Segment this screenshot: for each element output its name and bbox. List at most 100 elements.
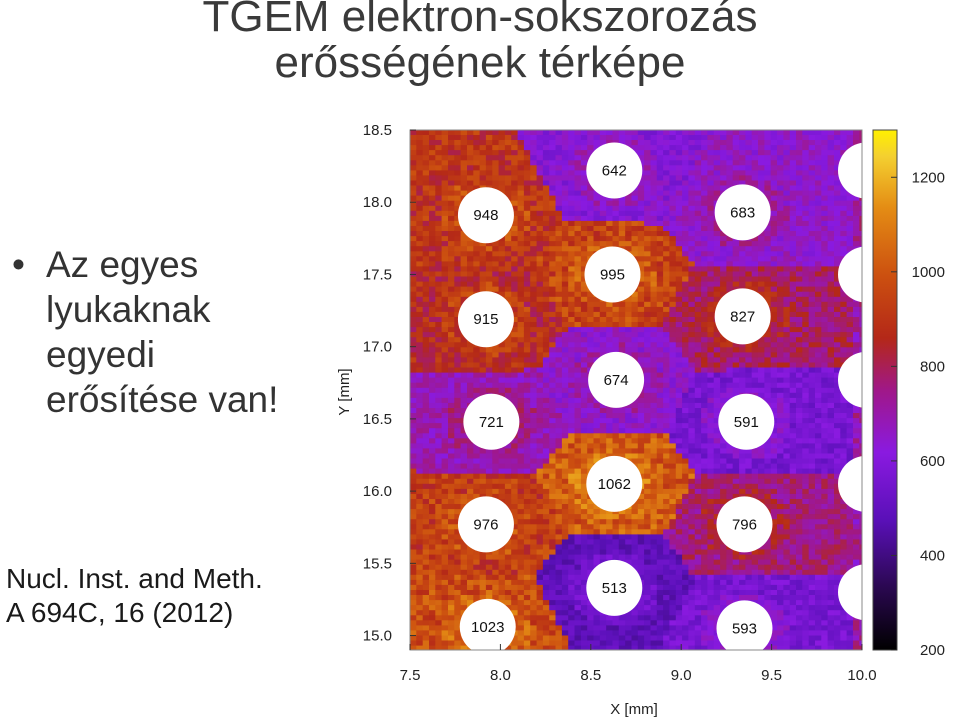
heatmap-cell (688, 240, 696, 247)
heatmap-cell (682, 498, 689, 504)
heatmap-cell (441, 447, 449, 454)
heatmap-cell (523, 265, 531, 272)
heatmap-cell (479, 179, 487, 186)
heatmap-cell (669, 195, 677, 201)
heatmap-cell (688, 609, 696, 616)
heatmap-cell (473, 134, 481, 140)
heatmap-cell (517, 225, 525, 231)
heatmap-cell (606, 225, 614, 231)
heatmap-cell (555, 377, 563, 383)
heatmap-cell (435, 174, 443, 181)
heatmap-cell (435, 265, 443, 272)
heatmap-cell (517, 468, 525, 474)
heatmap-cell (448, 270, 455, 277)
heatmap-cell (663, 579, 670, 585)
heatmap-cell (694, 301, 702, 307)
heatmap-cell (549, 366, 557, 373)
heatmap-cell (631, 230, 639, 237)
heatmap-cell (644, 417, 651, 424)
heatmap-cell (568, 462, 576, 469)
heatmap-cell (656, 639, 664, 646)
heatmap-cell (637, 392, 645, 398)
heatmap-cell (523, 564, 531, 570)
heatmap-cell (574, 159, 582, 166)
heatmap-cell (694, 265, 702, 272)
heatmap-cell (410, 130, 417, 135)
heatmap-cell (460, 457, 468, 464)
heatmap-cell (688, 483, 696, 489)
heatmap-cell (650, 498, 658, 504)
heatmap-cell (511, 584, 519, 590)
heatmap-cell (517, 240, 525, 247)
heatmap-cell (694, 437, 702, 444)
heatmap-cell (511, 387, 519, 393)
heatmap-cell (701, 356, 708, 363)
heatmap-cell (675, 392, 683, 398)
heatmap-cell (530, 548, 538, 555)
heatmap-cell (631, 422, 639, 429)
heatmap-cell (682, 402, 689, 408)
heatmap-cell (580, 624, 588, 631)
heatmap-cell (650, 397, 658, 403)
heatmap-cell (637, 331, 645, 338)
heatmap-cell (422, 134, 430, 140)
heatmap-cell (416, 528, 424, 535)
heatmap-cell (593, 321, 601, 328)
heatmap-cell (663, 331, 670, 338)
heatmap-cell (454, 634, 462, 641)
heatmap-cell (473, 130, 481, 135)
heatmap-cell (416, 508, 424, 515)
heatmap-cell (663, 468, 670, 474)
heatmap-cell (410, 225, 417, 231)
heatmap-cell (448, 280, 455, 287)
heatmap-cell (593, 200, 601, 206)
heatmap-cell (511, 508, 519, 515)
heatmap-cell (675, 402, 683, 408)
heatmap-cell (517, 275, 525, 282)
heatmap-cell (536, 417, 544, 424)
heatmap-cell (429, 270, 436, 277)
heatmap-cell (542, 341, 550, 348)
heatmap-cell (561, 346, 569, 353)
heatmap-cell (580, 130, 588, 135)
heatmap-cell (663, 195, 670, 201)
heatmap-cell (587, 513, 595, 520)
heatmap-cell (688, 210, 696, 216)
heatmap-cell (568, 250, 576, 257)
heatmap-cell (441, 513, 449, 520)
heatmap-cell (663, 442, 670, 449)
heatmap-cell (580, 321, 588, 328)
heatmap-cell (517, 619, 525, 626)
heatmap-cell (701, 235, 708, 242)
heatmap-cell (435, 280, 443, 287)
heatmap-cell (644, 468, 651, 474)
heatmap-cell (688, 634, 696, 641)
heatmap-cell (631, 624, 639, 631)
heatmap-cell (517, 195, 525, 201)
heatmap-cell (523, 316, 531, 322)
heatmap-cell (574, 326, 582, 333)
heatmap-cell (523, 442, 531, 449)
heatmap-cell (422, 634, 430, 641)
heatmap-cell (441, 321, 449, 328)
heatmap-cell (694, 478, 702, 484)
heatmap-cell (530, 432, 538, 439)
heatmap-cell (473, 245, 481, 252)
heatmap-cell (669, 629, 677, 636)
heatmap-cell (536, 548, 544, 555)
heatmap-cell (612, 528, 620, 535)
heatmap-cell (644, 412, 651, 419)
heatmap-cell (644, 604, 651, 611)
heatmap-cell (694, 488, 702, 494)
heatmap-cell (644, 195, 651, 201)
heatmap-cell (549, 634, 557, 641)
heatmap-cell (644, 255, 651, 262)
heatmap-cell (473, 473, 481, 479)
heatmap-cell (517, 331, 525, 338)
heatmap-cell (669, 326, 677, 333)
heatmap-cell (688, 371, 696, 378)
heatmap-cell (675, 149, 683, 156)
heatmap-cell (467, 286, 474, 292)
heatmap-cell (618, 412, 626, 419)
heatmap-cell (504, 291, 512, 297)
